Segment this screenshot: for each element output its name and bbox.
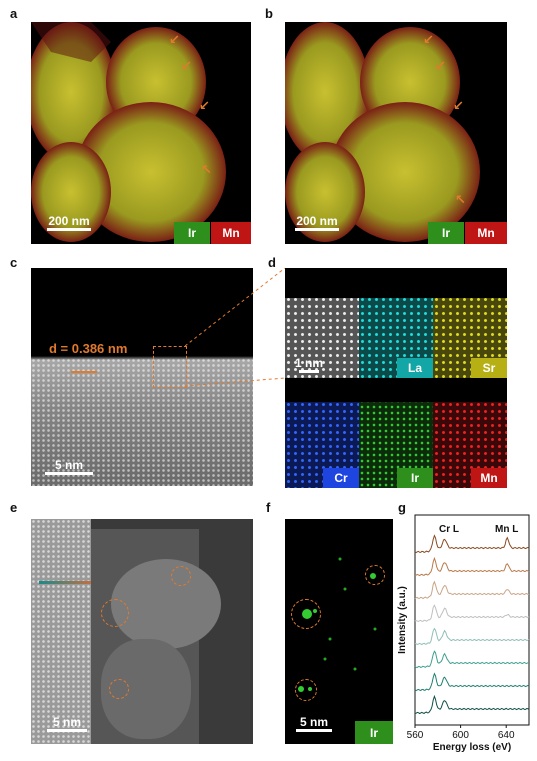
eds-map-ir-mn-b bbox=[285, 22, 480, 242]
panel-f-ir-map: 5 nm Ir bbox=[285, 519, 393, 744]
annotation-cr-l: Cr L bbox=[439, 524, 459, 535]
zoom-guide-lines bbox=[185, 268, 285, 387]
arrow-b4: ↖ bbox=[455, 192, 466, 207]
arrow-a4: ↖ bbox=[201, 162, 212, 177]
map-ir bbox=[359, 380, 433, 488]
x-tick-label-600: 600 bbox=[452, 730, 469, 741]
panel-label-g: g bbox=[398, 500, 406, 515]
scale-bar-b: 200 nm bbox=[287, 214, 347, 233]
scale-bar-d: 1 nm bbox=[289, 356, 329, 375]
panel-d-element-maps: 1 nm La Sr Cr Ir Mn bbox=[285, 268, 507, 488]
panel-e-haadf-image: 5 nm bbox=[31, 519, 253, 744]
arrow-a1: ↙ bbox=[169, 32, 180, 47]
legend-mn-a: Mn bbox=[211, 222, 251, 244]
scale-line-a bbox=[47, 228, 91, 231]
arrow-b2: ↙ bbox=[435, 58, 446, 73]
x-tick-label-560: 560 bbox=[407, 730, 424, 741]
scale-bar-c: 5 nm bbox=[39, 458, 99, 477]
ir-dots bbox=[298, 557, 377, 692]
panel-label-c: c bbox=[10, 255, 18, 270]
scale-bar-e: 5 nm bbox=[37, 715, 97, 734]
y-axis-label: Intensity (a.u.) bbox=[397, 586, 408, 654]
arrow-a3: ↙ bbox=[199, 98, 210, 113]
eels-spectra-chart: Intensity (a.u.) Energy loss (eV) 560 600… bbox=[397, 514, 530, 753]
spectrum-series-2 bbox=[414, 556, 530, 577]
scale-line-c bbox=[45, 472, 93, 475]
legend-mn-d: Mn bbox=[471, 468, 507, 488]
panel-a-eds-map: ↙ ↙ ↙ ↖ 200 nm Ir Mn bbox=[31, 22, 251, 244]
legend-sr: Sr bbox=[471, 358, 507, 378]
legend-ir-b: Ir bbox=[428, 222, 464, 244]
scale-line-b bbox=[295, 228, 339, 231]
spectrum-series-8 bbox=[414, 694, 530, 715]
circle-e3 bbox=[109, 679, 129, 699]
arrow-b1: ↙ bbox=[423, 32, 434, 47]
spectrum-series-4 bbox=[414, 604, 530, 623]
circle-e2 bbox=[101, 599, 129, 627]
panel-label-f: f bbox=[266, 500, 271, 515]
legend-ir-a: Ir bbox=[174, 222, 210, 244]
spectrum-series-6 bbox=[414, 650, 530, 669]
spectrum-series-3 bbox=[414, 580, 529, 600]
scale-text-a: 200 nm bbox=[48, 214, 90, 228]
d-spacing-annotation: d = 0.386 nm bbox=[49, 341, 128, 356]
legend-mn-b: Mn bbox=[465, 222, 507, 244]
panel-label-d: d bbox=[268, 255, 276, 270]
eels-line bbox=[39, 581, 91, 584]
circle-e1 bbox=[171, 566, 191, 586]
arrow-b3: ↙ bbox=[453, 98, 464, 113]
panel-b-eds-map: ↙ ↙ ↙ ↖ 200 nm Ir Mn bbox=[285, 22, 507, 244]
map-haadf bbox=[285, 268, 359, 378]
scale-text-e: 5 nm bbox=[52, 715, 81, 729]
panel-label-e: e bbox=[10, 500, 18, 515]
scale-text-b: 200 nm bbox=[296, 214, 338, 228]
scale-line-e bbox=[47, 729, 87, 732]
d-spacing-line bbox=[71, 371, 97, 373]
scale-bar-a: 200 nm bbox=[39, 214, 99, 233]
zoom-box bbox=[153, 346, 187, 388]
scale-line-f bbox=[296, 729, 332, 732]
scale-text-f: 5 nm bbox=[299, 715, 328, 729]
circle-f3 bbox=[295, 679, 317, 701]
panel-label-b: b bbox=[265, 6, 273, 21]
scale-text-c: 5 nm bbox=[54, 458, 83, 472]
spectrum-series-1 bbox=[414, 534, 530, 554]
circle-f1 bbox=[365, 565, 385, 585]
crystal-edge bbox=[31, 519, 91, 744]
scale-text-d: 1 nm bbox=[294, 356, 323, 370]
circle-f2 bbox=[291, 599, 321, 629]
annotation-mn-l: Mn L bbox=[495, 524, 518, 535]
panel-c-haadf-image: d = 0.386 nm 5 nm bbox=[31, 268, 253, 486]
arrow-a2: ↙ bbox=[181, 58, 192, 73]
lattice-texture bbox=[31, 358, 253, 486]
particle-blob bbox=[111, 559, 221, 649]
map-sr bbox=[433, 268, 507, 378]
panel-label-a: a bbox=[10, 6, 18, 21]
spectrum-series-5 bbox=[414, 627, 530, 646]
eds-map-ir-mn-a bbox=[31, 22, 226, 242]
legend-ir-f: Ir bbox=[355, 721, 393, 744]
legend-ir-d: Ir bbox=[397, 468, 433, 488]
x-axis-label: Energy loss (eV) bbox=[433, 742, 511, 753]
scale-line-d bbox=[299, 370, 319, 373]
spectrum-series-7 bbox=[414, 672, 530, 692]
legend-la: La bbox=[397, 358, 433, 378]
legend-cr: Cr bbox=[323, 468, 359, 488]
plot-frame bbox=[414, 514, 530, 726]
scale-bar-f: 5 nm bbox=[289, 715, 339, 734]
x-tick-label-640: 640 bbox=[498, 730, 515, 741]
